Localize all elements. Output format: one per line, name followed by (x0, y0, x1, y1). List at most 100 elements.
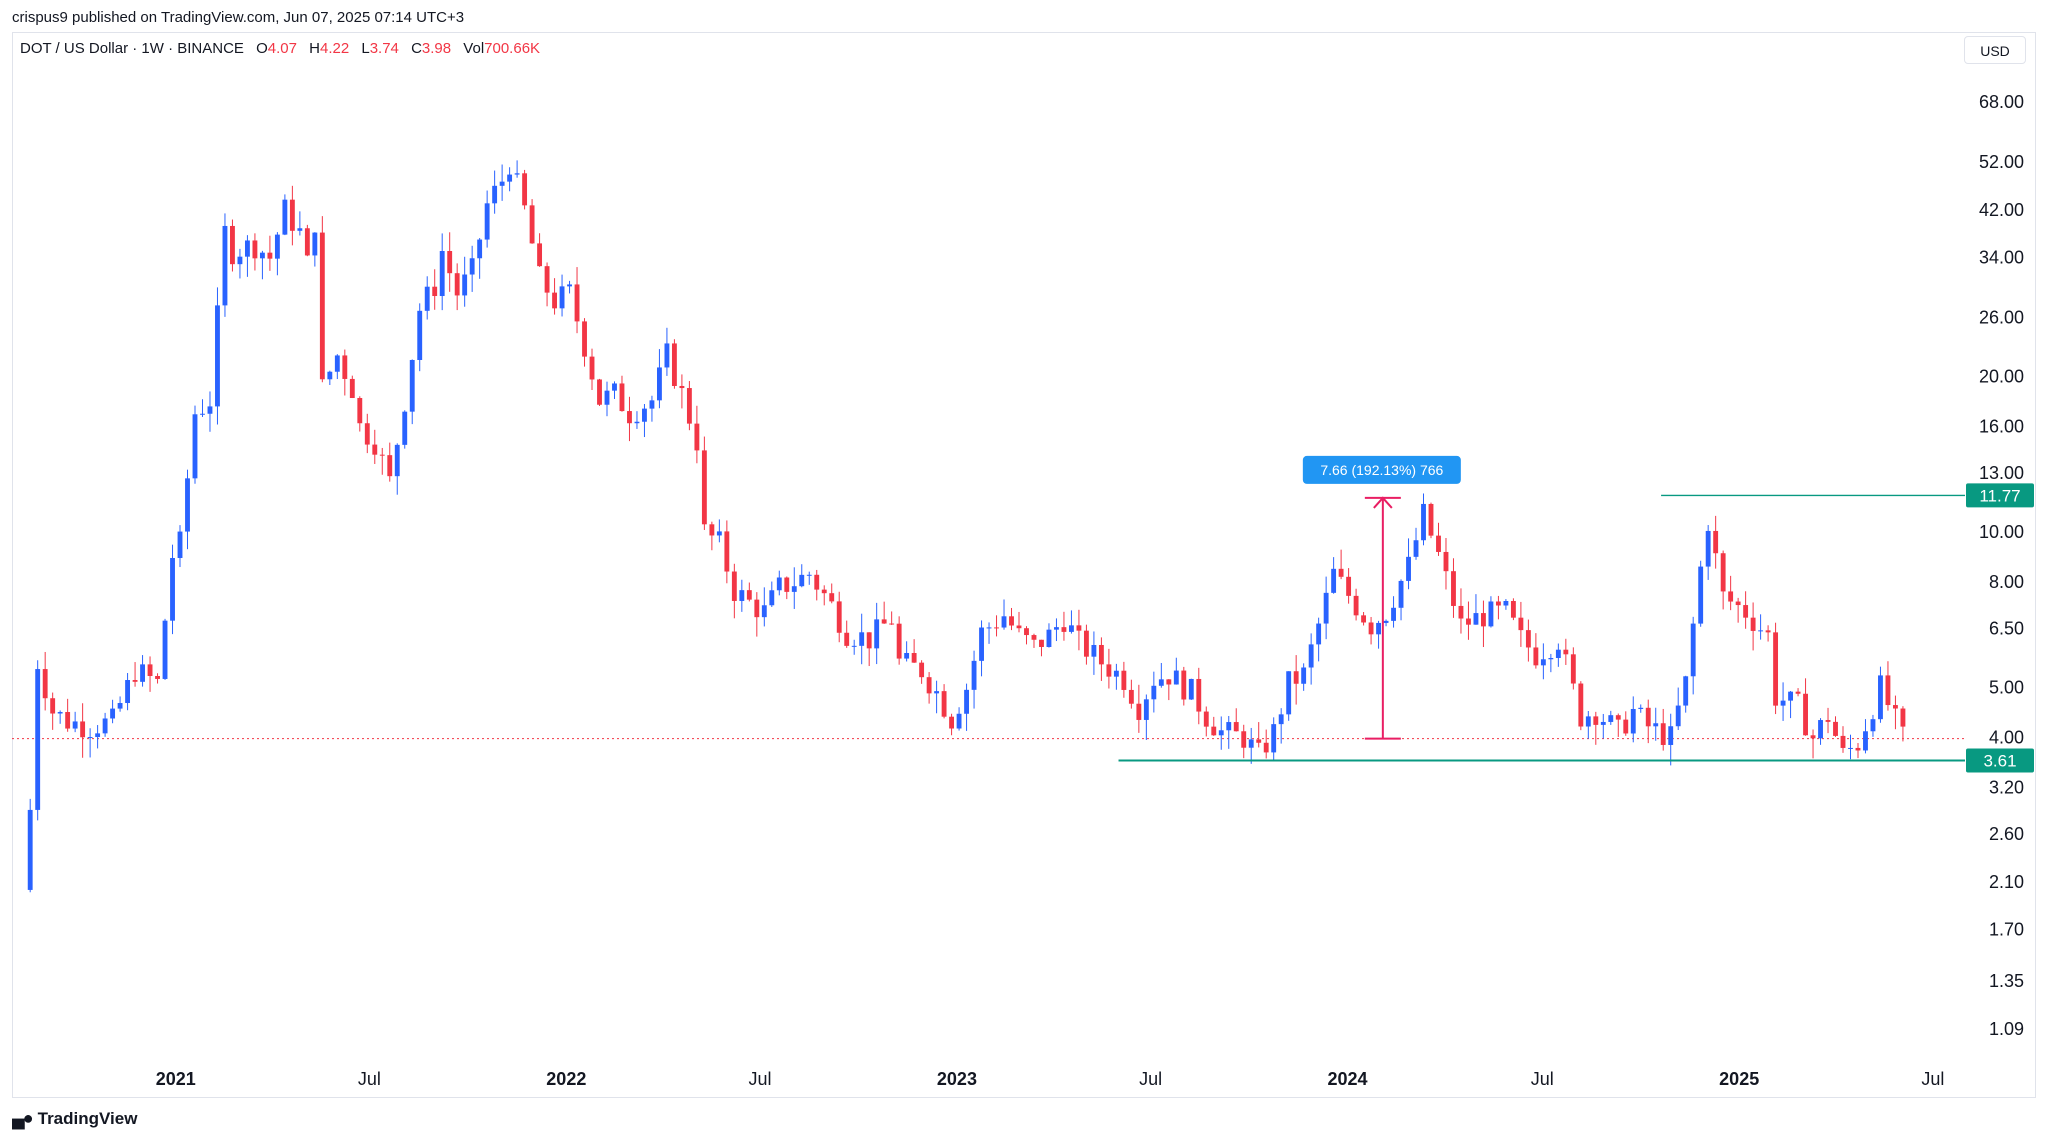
tradingview-logo[interactable]: ▄● TradingView (12, 1108, 137, 1129)
candle-body (1743, 605, 1749, 618)
candle-body (859, 632, 865, 646)
legend-close-value: 3.98 (421, 40, 452, 57)
candle-body (259, 252, 265, 259)
candle-body (1331, 568, 1337, 593)
candle-body (679, 385, 685, 389)
candle-body (814, 574, 820, 590)
candle-body (1428, 503, 1434, 536)
candle-body (27, 809, 33, 890)
candle-body (1413, 540, 1419, 557)
candle-body (1436, 535, 1441, 552)
candle-body (177, 531, 183, 558)
candle-body (185, 478, 190, 532)
measure-arrow-head (1373, 496, 1393, 509)
candle-body (357, 398, 363, 424)
candle-body (642, 408, 647, 422)
candle-body (349, 378, 355, 399)
candle-body (986, 627, 992, 629)
candle-body (469, 258, 475, 275)
candle-body (125, 680, 131, 704)
legend-close-label: C (411, 40, 422, 57)
candle-body (379, 454, 385, 456)
candle-body (1795, 691, 1801, 694)
candle-body (1630, 708, 1636, 734)
tradingview-brand-text: TradingView (37, 1108, 138, 1128)
candle-body (1773, 632, 1779, 706)
candle-body (1009, 616, 1014, 626)
candle-body (1173, 670, 1179, 685)
candle-body (244, 240, 250, 257)
candle-body (1728, 591, 1734, 602)
candle-body (1540, 659, 1546, 666)
candle-body (1593, 716, 1599, 725)
candle-body (80, 721, 86, 738)
candle-body (1758, 630, 1764, 632)
candle-body (170, 557, 175, 621)
candle-body (1863, 731, 1868, 751)
candle-body (402, 411, 408, 445)
candle-body (1166, 679, 1172, 685)
level-price-label: 11.77 (1979, 486, 2020, 505)
candle-body (1690, 623, 1696, 677)
candle-body (1548, 658, 1554, 660)
candle-body (537, 243, 543, 267)
candle-body (866, 632, 872, 649)
candle-body (230, 225, 235, 265)
legend-low-label: L (361, 40, 370, 57)
candlestick-chart[interactable]: 7.66 (192.13%) 766 68.00 52.00 42.00 34.00 2… (0, 0, 2048, 1108)
y-axis-tick-label: 2.10 (1989, 872, 2024, 892)
candle-body (1488, 601, 1494, 627)
candle-body (1241, 731, 1247, 748)
candle-body (1121, 670, 1127, 690)
candle-body (1803, 693, 1808, 736)
candle-body (1158, 679, 1164, 686)
candle-body (769, 590, 775, 606)
candle-body (934, 691, 940, 694)
candle-body (1833, 721, 1838, 736)
candle-body (289, 199, 295, 231)
candle-body (1383, 620, 1389, 623)
candle-body (334, 355, 340, 372)
candle-body (1660, 723, 1666, 745)
candle-body (1398, 580, 1404, 608)
candle-body (1713, 530, 1719, 554)
candle-body (1046, 629, 1052, 647)
candle-body (919, 662, 925, 678)
candle-body (1091, 644, 1097, 657)
y-axis-tick-label: 4.00 (1989, 728, 2024, 748)
candle-body (327, 371, 333, 380)
candle-body (709, 524, 715, 536)
candle-body (784, 577, 790, 592)
candle-body (716, 531, 722, 536)
y-axis-tick-label: 13.00 (1979, 463, 2024, 483)
candle-body (574, 284, 580, 322)
candle-body (874, 619, 880, 649)
candle-body (754, 599, 760, 618)
y-axis-tick-label: 42.00 (1979, 200, 2024, 220)
y-axis-tick-label: 8.00 (1989, 572, 2024, 592)
candle-body (364, 423, 370, 445)
y-axis-tick-label: 1.70 (1989, 919, 2024, 939)
candle-body (941, 691, 947, 717)
currency-button[interactable]: USD (1964, 36, 2026, 64)
candle-body (102, 718, 108, 734)
candle-body (552, 292, 557, 309)
candle-body (417, 310, 423, 361)
candle-body (1443, 551, 1449, 572)
candle-body (1518, 617, 1524, 631)
candle-body (117, 703, 123, 709)
candle-body (1278, 714, 1284, 725)
x-axis-tick-label: 2024 (1328, 1069, 1368, 1089)
candle-body (746, 590, 752, 600)
chart-frame[interactable] (12, 32, 2036, 1098)
candle-body (1368, 622, 1374, 635)
legend-high-label: H (309, 40, 320, 57)
candle-body (791, 586, 797, 592)
candle-body (1638, 707, 1644, 709)
candle-body (799, 574, 805, 587)
candle-body (1698, 566, 1704, 624)
candle-body (1525, 630, 1531, 648)
candle-body (1510, 600, 1516, 618)
y-axis-tick-label: 34.00 (1979, 247, 2024, 267)
candle-body (1563, 649, 1569, 655)
